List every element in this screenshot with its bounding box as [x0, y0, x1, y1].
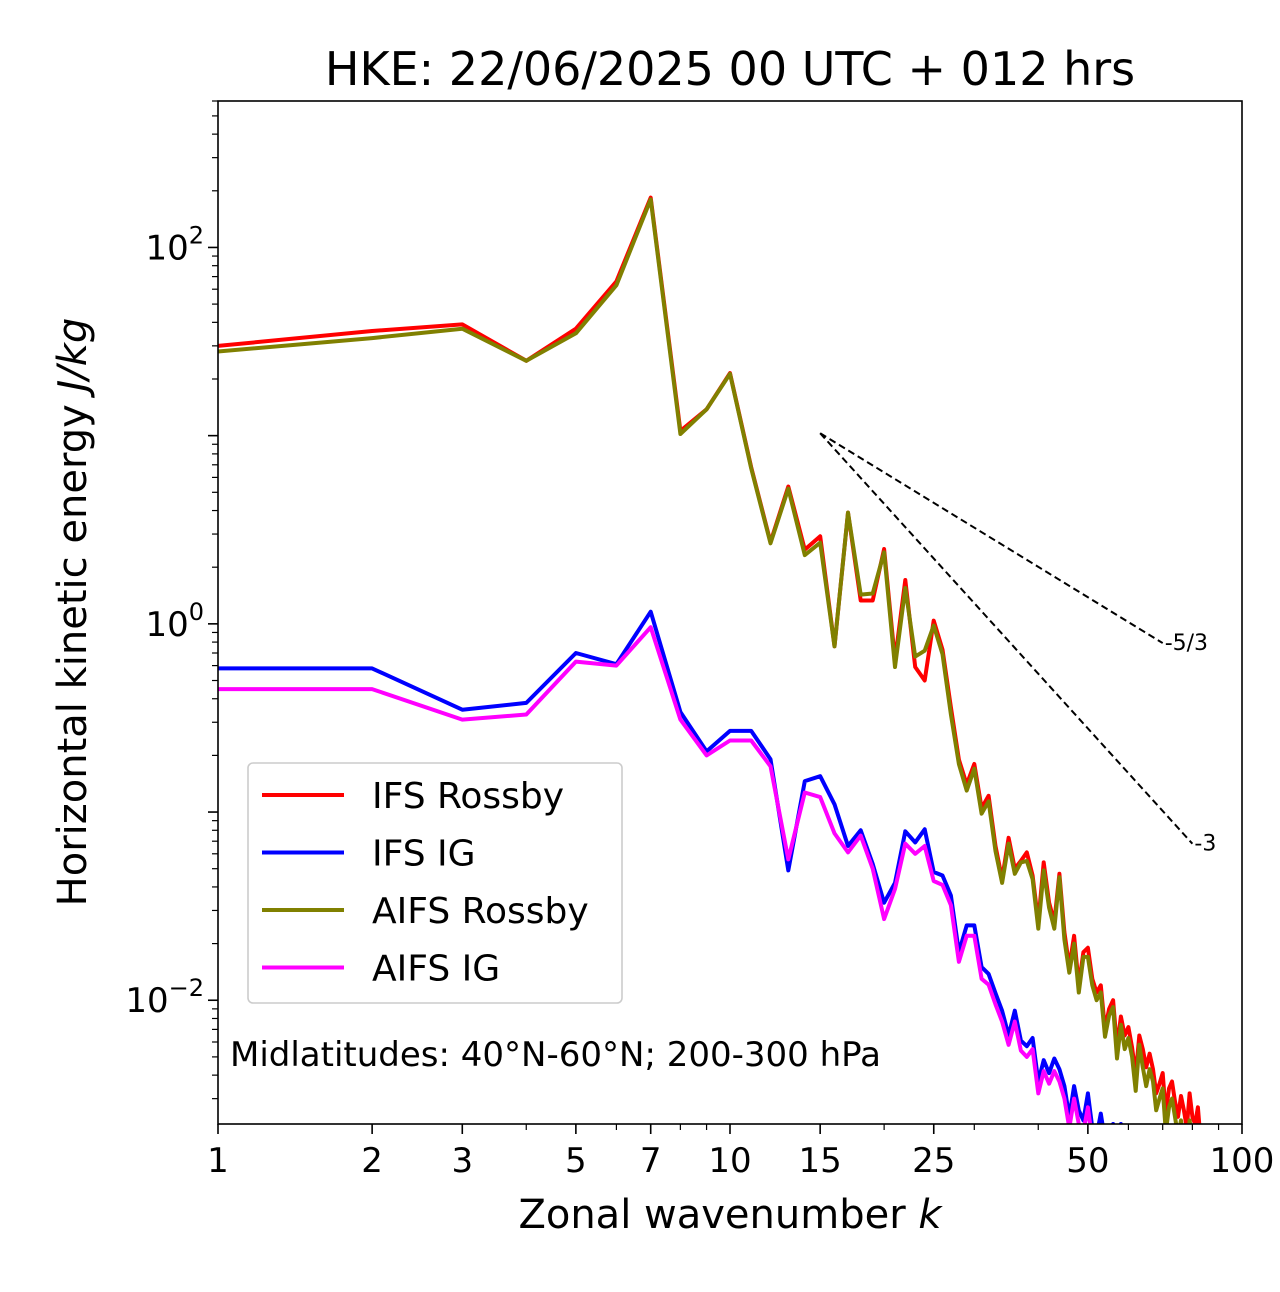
y-tick-label: 10−2	[125, 974, 204, 1021]
y-tick-label-exponent: 0	[189, 598, 204, 626]
x-tick-label: 3	[451, 1141, 473, 1181]
y-tick-label-exponent: −2	[169, 974, 204, 1002]
y-tick-label-exponent: 2	[189, 221, 204, 249]
legend: IFS Rossby IFS IG AIFS Rossby AIFS IG	[247, 762, 623, 1004]
x-tick-label: 2	[361, 1141, 383, 1181]
chart-title: HKE: 22/06/2025 00 UTC + 012 hrs	[325, 42, 1135, 96]
y-tick-label-base: 10	[145, 605, 188, 645]
y-tick-label: 100	[145, 598, 204, 645]
legend-box	[247, 762, 623, 1004]
reference-line-slope	[819, 432, 1164, 644]
legend-label: AIFS IG	[372, 949, 500, 990]
x-tick-label: 10	[708, 1141, 751, 1181]
y-tick-label: 102	[145, 221, 204, 268]
reference-line-slope	[819, 432, 1194, 845]
series-line-aifs-rossby	[218, 197, 1193, 1124]
x-tick-label: 1	[207, 1141, 229, 1181]
x-axis-label-text: Zonal wavenumber	[518, 1192, 906, 1238]
x-tick-label: 7	[640, 1141, 662, 1181]
y-tick-label-base: 10	[125, 981, 168, 1021]
y-axis-label: Horizontal kinetic energy J/kg	[50, 318, 96, 907]
y-axis-label-text: Horizontal kinetic energy	[50, 404, 96, 906]
y-axis-label-unit: J/kg	[50, 318, 96, 399]
reference-line-label: -5/3	[1165, 631, 1208, 656]
reference-slope-lines: -5/3 -3	[819, 432, 1216, 857]
x-tick-label: 15	[799, 1141, 842, 1181]
legend-label: IFS Rossby	[372, 776, 564, 817]
x-axis-label: Zonal wavenumber k	[518, 1192, 943, 1238]
y-tick-label-base: 10	[145, 228, 188, 268]
reference-line-label: -3	[1194, 832, 1216, 857]
x-tick-label: 5	[565, 1141, 587, 1181]
x-tick-label: 50	[1066, 1141, 1109, 1181]
x-tick-label: 100	[1210, 1141, 1275, 1181]
x-tick-label: 25	[912, 1141, 955, 1181]
legend-label: AIFS Rossby	[372, 891, 589, 932]
legend-label: IFS IG	[372, 834, 476, 875]
x-axis-label-variable: k	[918, 1192, 943, 1238]
region-annotation: Midlatitudes: 40°N-60°N; 200-300 hPa	[230, 1035, 881, 1075]
